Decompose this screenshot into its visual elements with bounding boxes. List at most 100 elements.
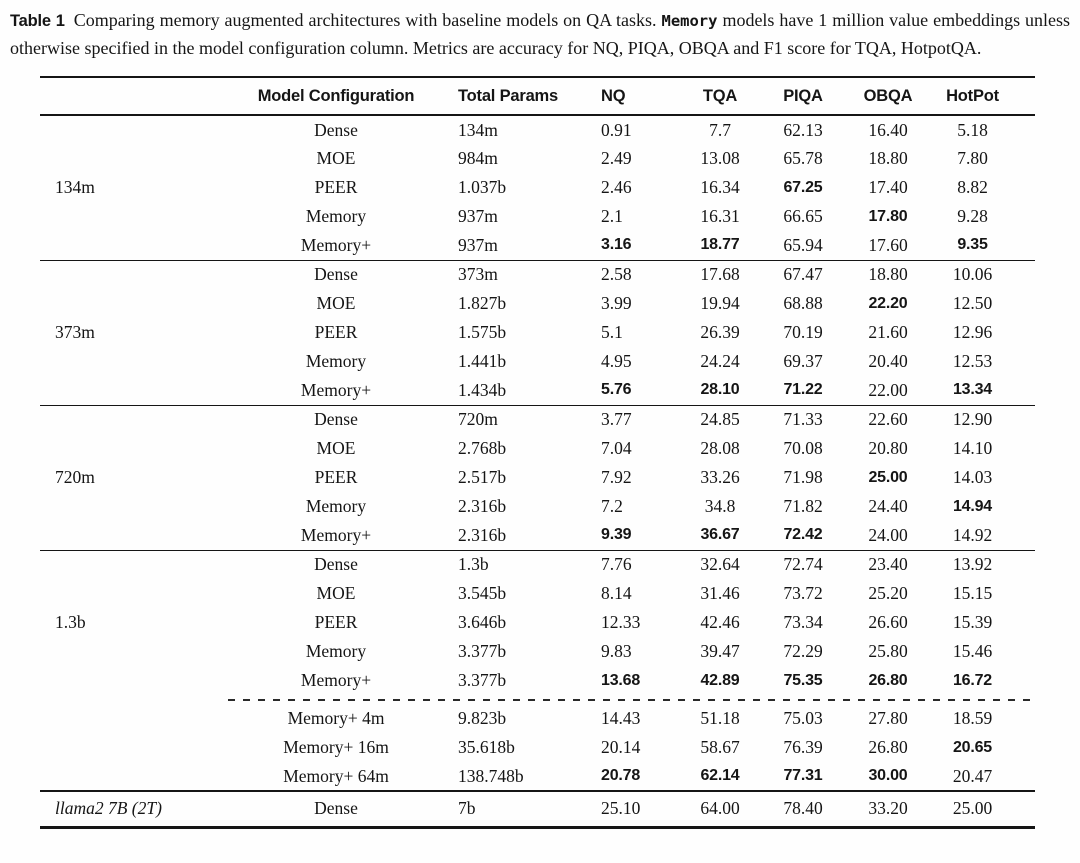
group-label: 720m bbox=[55, 467, 95, 487]
obqa-cell: 22.60 bbox=[868, 409, 908, 430]
total-params-cell: 3.377b bbox=[458, 641, 507, 661]
hotpot-cell: 20.65 bbox=[952, 738, 993, 756]
total-params-cell: 2.316b bbox=[458, 496, 507, 516]
nq-cell: 20.14 bbox=[601, 737, 641, 757]
column-header-total-params: Total Params bbox=[458, 86, 558, 105]
hotpot-cell: 12.90 bbox=[952, 409, 993, 430]
table-row: 720m Dense 720m 3.77 24.85 71.33 22.60 12.90 bbox=[40, 405, 1035, 487]
hotpot-cell: 12.50 bbox=[952, 293, 993, 313]
obqa-cell: 26.80 bbox=[868, 671, 908, 689]
table-row: MOE 1.827b 3.99 19.94 68.88 22.20 12.50 bbox=[40, 289, 1035, 318]
hotpot-cell: 8.82 bbox=[957, 177, 988, 197]
model-config-cell: Memory+ 64m bbox=[283, 765, 389, 786]
hotpot-cell: 14.94 bbox=[952, 497, 993, 515]
obqa-cell: 25.20 bbox=[868, 583, 908, 603]
caption-text-1: Comparing memory augmented architectures… bbox=[73, 10, 657, 30]
tqa-cell: 62.14 bbox=[700, 767, 740, 784]
model-config-cell: Memory+ bbox=[300, 670, 372, 690]
total-params-cell: 138.748b bbox=[458, 765, 524, 786]
hotpot-cell: 9.28 bbox=[957, 206, 988, 226]
obqa-cell: 21.60 bbox=[868, 322, 908, 342]
model-config-cell: Dense bbox=[314, 409, 358, 430]
obqa-cell: 22.00 bbox=[868, 379, 908, 400]
nq-cell: 2.49 bbox=[601, 148, 632, 168]
model-config-cell: MOE bbox=[316, 438, 356, 458]
piqa-cell: 71.98 bbox=[783, 467, 823, 487]
obqa-cell: 17.80 bbox=[868, 207, 908, 225]
model-config-cell: Memory bbox=[305, 351, 367, 371]
model-config-cell: Memory+ bbox=[300, 524, 372, 545]
piqa-cell: 72.74 bbox=[783, 554, 823, 575]
hotpot-cell: 20.47 bbox=[952, 765, 993, 786]
table-row: Memory+ 64m 138.748b 20.78 62.14 77.31 30.00 2… bbox=[40, 762, 1035, 791]
piqa-cell: 76.39 bbox=[783, 737, 823, 757]
tqa-cell: 36.67 bbox=[700, 526, 740, 544]
hotpot-cell: 14.10 bbox=[952, 438, 993, 458]
piqa-cell: 65.94 bbox=[783, 234, 823, 255]
group-1-3b: 1.3b Dense 1.3b 7.76 32.64 72.74 23.40 13.92 MOE… bbox=[40, 550, 1035, 791]
obqa-cell: 20.40 bbox=[868, 351, 908, 371]
model-config-cell: MOE bbox=[316, 148, 356, 168]
piqa-cell: 70.19 bbox=[783, 322, 823, 342]
total-params-cell: 984m bbox=[458, 148, 498, 168]
total-params-cell: 937m bbox=[458, 234, 498, 255]
piqa-cell: 75.03 bbox=[783, 708, 823, 728]
total-params-cell: 373m bbox=[458, 264, 498, 285]
obqa-cell: 18.80 bbox=[868, 148, 908, 168]
piqa-cell: 77.31 bbox=[783, 767, 823, 784]
piqa-cell: 73.34 bbox=[783, 612, 823, 632]
piqa-cell: 62.13 bbox=[783, 119, 823, 140]
total-params-cell: 2.768b bbox=[458, 438, 507, 458]
table-row: MOE 3.545b 8.14 31.46 73.72 25.20 15.15 bbox=[40, 579, 1035, 608]
nq-cell: 7.76 bbox=[601, 554, 632, 575]
total-params-cell: 2.517b bbox=[458, 467, 507, 487]
model-config-cell: Dense bbox=[314, 554, 358, 575]
model-config-cell: MOE bbox=[316, 293, 356, 313]
tqa-cell: 51.18 bbox=[700, 708, 740, 728]
model-config-cell: Dense bbox=[314, 798, 358, 819]
group-373m: 373m Dense 373m 2.58 17.68 67.47 18.80 10.06 MOE… bbox=[40, 260, 1035, 405]
table-row: PEER 1.037b 2.46 16.34 67.25 17.40 8.82 bbox=[40, 173, 1035, 202]
obqa-cell: 33.20 bbox=[868, 798, 908, 819]
nq-cell: 5.76 bbox=[601, 381, 632, 399]
hotpot-cell: 14.92 bbox=[952, 524, 993, 545]
model-config-cell: Memory+ 16m bbox=[283, 737, 389, 757]
nq-cell: 13.68 bbox=[601, 671, 641, 689]
total-params-cell: 1.827b bbox=[458, 293, 507, 313]
nq-cell: 2.46 bbox=[601, 177, 632, 197]
caption-text-2: models have 1 million value embeddings u… bbox=[10, 10, 1071, 58]
tqa-cell: 26.39 bbox=[700, 322, 740, 342]
obqa-cell: 20.80 bbox=[868, 438, 908, 458]
piqa-cell: 69.37 bbox=[783, 351, 823, 371]
tqa-cell: 32.64 bbox=[700, 554, 740, 575]
model-config-cell: PEER bbox=[314, 467, 358, 487]
piqa-cell: 70.08 bbox=[783, 438, 823, 458]
piqa-cell: 71.82 bbox=[783, 496, 823, 516]
column-header-model-config: Model Configuration bbox=[257, 86, 415, 105]
caption-memory-word: Memory bbox=[661, 12, 718, 30]
column-header-group bbox=[40, 77, 228, 115]
piqa-cell: 73.72 bbox=[783, 583, 823, 603]
tqa-cell: 28.08 bbox=[700, 438, 740, 458]
group-llama2-7b-2t-: llama2 7B (2T) Dense 7b 25.10 64.00 78.40 33.2… bbox=[40, 791, 1035, 827]
hotpot-cell: 12.53 bbox=[952, 351, 993, 371]
model-config-cell: Dense bbox=[314, 119, 358, 140]
model-config-cell: Memory bbox=[305, 641, 367, 661]
total-params-cell: 1.441b bbox=[458, 351, 507, 371]
group-label: 1.3b bbox=[55, 612, 86, 633]
piqa-cell: 75.35 bbox=[783, 671, 823, 689]
nq-cell: 2.1 bbox=[601, 206, 623, 226]
obqa-cell: 24.40 bbox=[868, 496, 908, 516]
tqa-cell: 33.26 bbox=[700, 467, 740, 487]
dashed-divider-line bbox=[228, 695, 1035, 704]
nq-cell: 2.58 bbox=[601, 264, 632, 285]
table-row: Memory+ 4m 9.823b 14.43 51.18 75.03 27.80 18.5… bbox=[40, 704, 1035, 733]
tqa-cell: 58.67 bbox=[700, 737, 740, 757]
group-134m: 134m Dense 134m 0.91 7.7 62.13 16.40 5.18 MOE 984… bbox=[40, 115, 1035, 260]
results-table: Model Configuration Total Params NQ TQA … bbox=[40, 76, 1035, 829]
table-row: 134m Dense 134m 0.91 7.7 62.13 16.40 5.18 bbox=[40, 115, 1035, 198]
model-config-cell: Memory+ 4m bbox=[287, 708, 385, 728]
obqa-cell: 22.20 bbox=[868, 294, 908, 312]
table-row: Memory+ 937m 3.16 18.77 65.94 17.60 9.35 bbox=[40, 231, 1035, 260]
nq-cell: 25.10 bbox=[601, 798, 641, 819]
